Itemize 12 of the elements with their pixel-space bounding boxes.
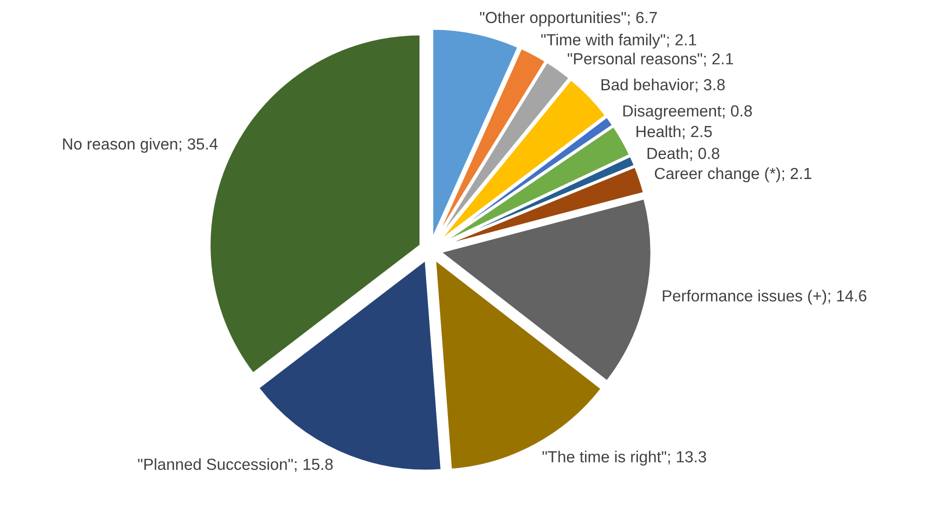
slice-label: Career change (*); 2.1: [654, 167, 812, 182]
slice-label: "Time with family"; 2.1: [541, 34, 696, 49]
slice-label: Performance issues (+); 14.6: [662, 290, 866, 305]
slice-label: Health; 2.5: [636, 125, 712, 140]
slice-label: "Planned Succession"; 15.8: [138, 458, 333, 472]
slice-label: No reason given; 35.4: [63, 138, 218, 153]
slice-label: Death; 0.8: [648, 147, 720, 161]
slice-label: Bad behavior; 3.8: [602, 78, 725, 92]
slice-label: "The time is right"; 13.3: [542, 450, 706, 466]
slice-label: Disagreement; 0.8: [623, 104, 752, 120]
slice-label: "Other opportunities"; 6.7: [480, 11, 657, 26]
slice-label: "Personal reasons"; 2.1: [568, 52, 734, 66]
